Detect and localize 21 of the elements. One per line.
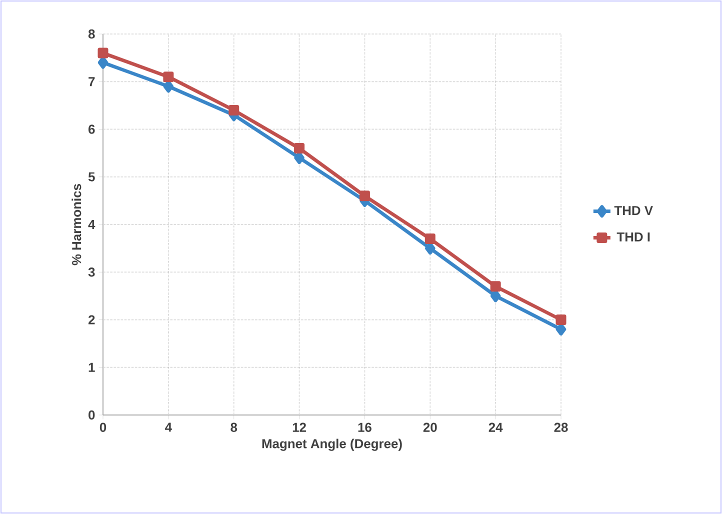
y-tick-label: 7 xyxy=(88,77,95,86)
x-tick-label: 4 xyxy=(165,422,172,432)
y-tick-label: 8 xyxy=(88,29,95,39)
y-tick-label: 3 xyxy=(88,268,95,277)
x-tick-label: 8 xyxy=(230,422,238,432)
x-tick-label: 24 xyxy=(488,422,503,432)
x-tick-label: 20 xyxy=(423,422,437,432)
y-tick-label: 4 xyxy=(88,220,96,229)
legend-label: THD I xyxy=(616,232,650,242)
x-axis-title: Magnet Angle (Degree) xyxy=(262,438,402,451)
x-tick-label: 28 xyxy=(554,422,568,432)
x-tick-label: 0 xyxy=(100,422,106,432)
legend-label: THD V xyxy=(614,206,653,216)
y-axis-title: % Harmonics xyxy=(72,184,82,266)
x-tick-label: 12 xyxy=(292,422,306,432)
y-tick-label: 2 xyxy=(88,315,95,324)
y-tick-label: 0 xyxy=(88,410,95,420)
y-tick-label: 1 xyxy=(88,362,95,372)
x-tick-label: 16 xyxy=(358,422,372,432)
y-tick-label: 5 xyxy=(88,172,95,182)
y-tick-label: 6 xyxy=(88,124,95,134)
